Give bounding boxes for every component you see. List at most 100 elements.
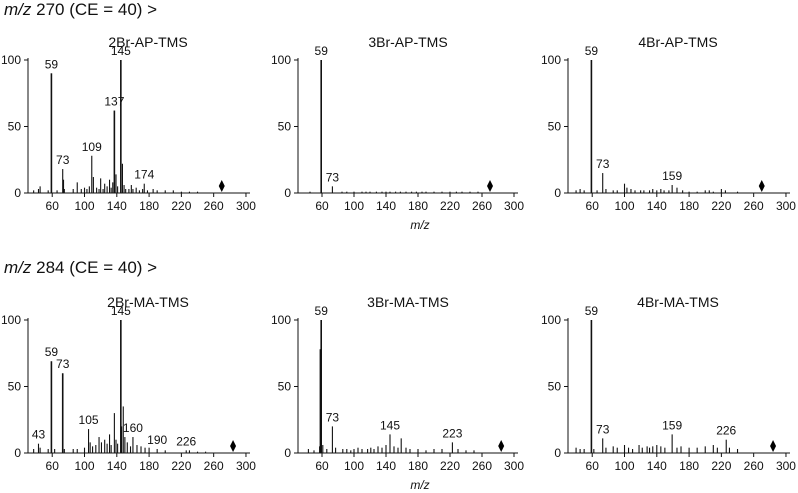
x-tick-label: 220 [440,199,460,213]
x-tick-label: 100 [344,199,364,213]
x-tick-label: 300 [236,199,256,213]
section-title-mz270: m/z 270 (CE = 40) > [4,0,157,20]
y-tick-label: 100 [1,313,21,327]
x-tick-label: 100 [344,459,364,473]
peak-label: 73 [56,153,70,167]
y-tick-label: 50 [8,380,22,394]
peak-label: 59 [585,304,599,318]
peak-label: 73 [326,170,340,184]
x-tick-label: 140 [647,199,667,213]
precursor-diamond-icon [218,180,225,192]
panel-title: 2Br-AP-TMS [108,34,187,50]
spectrum-panel: 0 50 100 60 100 140 180 220 260 300 59 73 159 226 4Br-… [541,294,796,473]
precursor-diamond-icon [230,440,237,452]
spectrum-panel: 0 50 100 60 100 140 180 220 260 300 59 73 159 4Br-AP-… [541,34,796,213]
peak-label: 137 [104,95,124,109]
panel-title: 3Br-MA-TMS [367,294,449,310]
x-tick-label: 180 [139,199,159,213]
peak-label: 59 [585,44,599,58]
x-tick-label: 140 [107,459,127,473]
precursor-diamond-icon [487,180,493,192]
precursor-diamond-icon [770,440,777,452]
peak-label: 159 [662,169,682,183]
y-tick-label: 100 [1,53,21,67]
peak-label: 160 [123,421,143,435]
x-tick-label: 180 [408,459,428,473]
peak-label: 226 [176,434,196,448]
y-tick-label: 0 [554,446,561,460]
x-tick-label: 140 [376,199,396,213]
x-tick-label: 140 [107,199,127,213]
section-title-value: 284 (CE = 40) > [36,258,158,277]
y-tick-label: 50 [278,120,292,134]
precursor-diamond-icon [758,180,765,192]
precursor-diamond-icon [498,440,505,452]
peak-label: 73 [56,357,70,371]
panel-title: 3Br-AP-TMS [368,34,447,50]
peak-label: 223 [442,426,462,440]
x-tick-label: 220 [711,459,731,473]
section-title-mz-label: m/z [4,0,32,19]
x-tick-label: 100 [614,459,634,473]
peak-label: 145 [111,44,131,58]
x-tick-label: 60 [315,459,329,473]
peak-label: 226 [716,424,736,438]
peak-label: 105 [79,413,99,427]
y-tick-label: 100 [271,313,291,327]
panel-title: 4Br-AP-TMS [638,34,717,50]
x-tick-label: 100 [614,199,634,213]
x-tick-label: 220 [171,199,191,213]
y-tick-label: 0 [284,186,291,200]
x-tick-label: 60 [315,199,329,213]
y-tick-label: 0 [14,186,21,200]
x-tick-label: 140 [647,459,667,473]
peak-label: 190 [147,433,167,447]
peak-label: 174 [134,168,154,182]
y-tick-label: 50 [548,380,562,394]
x-tick-label: 300 [236,459,256,473]
peak-label: 59 [315,44,329,58]
x-tick-label: 260 [472,199,492,213]
y-tick-label: 50 [548,120,562,134]
x-tick-label: 180 [679,459,699,473]
y-tick-label: 100 [271,53,291,67]
peak-label: 59 [315,304,329,318]
y-tick-label: 100 [541,53,561,67]
x-axis-label: m/z [410,218,429,232]
x-tick-label: 300 [504,199,524,213]
x-tick-label: 300 [776,459,796,473]
y-tick-label: 0 [284,446,291,460]
spectrum-panel: 0 50 100 60 100 140 180 220 260 300 59 73 145 223 3Br-… [271,294,524,492]
x-tick-label: 140 [376,459,396,473]
x-tick-label: 220 [440,459,460,473]
x-tick-label: 220 [171,459,191,473]
x-tick-label: 220 [711,199,731,213]
x-axis-label: m/z [410,478,429,492]
peak-label: 109 [82,140,102,154]
section-title-mz-label: m/z [4,258,32,277]
peak-label: 73 [596,422,610,436]
x-tick-label: 100 [74,459,94,473]
x-tick-label: 300 [776,199,796,213]
x-tick-label: 260 [204,459,224,473]
x-tick-label: 60 [46,199,60,213]
panel-title: 4Br-MA-TMS [637,294,719,310]
x-tick-label: 260 [744,199,764,213]
peak-label: 43 [32,428,46,442]
x-tick-label: 60 [586,199,600,213]
x-tick-label: 180 [139,459,159,473]
peak-label: 159 [662,418,682,432]
peak-label: 145 [111,304,131,318]
peak-label: 73 [326,410,340,424]
peak-label: 145 [380,418,400,432]
y-tick-label: 0 [554,186,561,200]
x-tick-label: 180 [408,199,428,213]
y-tick-label: 50 [8,120,22,134]
x-tick-label: 260 [744,459,764,473]
spectrum-panel: 0 50 100 60 100 140 180 220 260 300 59 73 3Br-AP-TMS… [271,34,524,232]
x-tick-label: 60 [586,459,600,473]
y-tick-label: 100 [541,313,561,327]
panel-title: 2Br-MA-TMS [107,294,189,310]
